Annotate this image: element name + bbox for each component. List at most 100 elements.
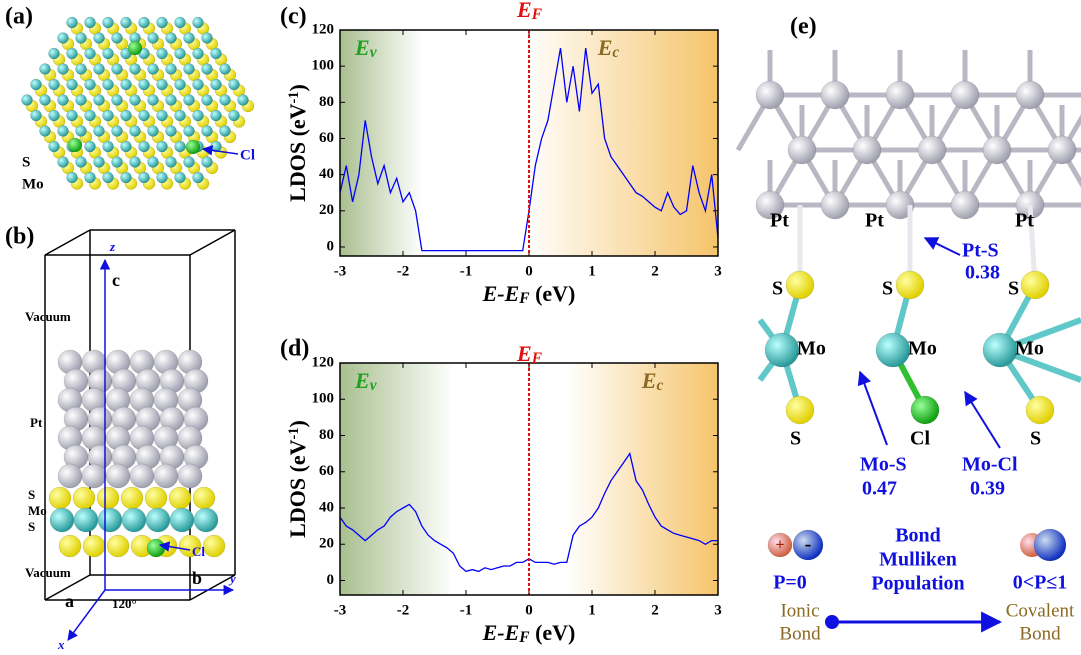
- y-tick-label: 40: [319, 499, 334, 515]
- ionic-label: Ionic: [780, 600, 819, 621]
- x-axis-label-part: E-E: [482, 281, 520, 306]
- mo-atom: [202, 64, 213, 75]
- mo-atom: [184, 126, 195, 137]
- mo-atom: [76, 95, 87, 106]
- y-tick-label: 20: [319, 536, 334, 552]
- mo-atom: [103, 48, 114, 59]
- mo-atom: [157, 17, 168, 28]
- mo-atom: [148, 33, 159, 44]
- s-atom: [59, 535, 81, 557]
- mo-atom: [148, 157, 159, 168]
- mo-atom: [193, 110, 204, 121]
- mo-atom: [121, 110, 132, 121]
- x-tick-label: 0: [525, 602, 533, 618]
- mo-atom: [31, 110, 42, 121]
- cell-label: x: [57, 637, 65, 652]
- s-atom: [83, 535, 105, 557]
- figure: (a)(b)(c)(d)(e)SMoClzcVacuumPtSMoSClVacu…: [0, 0, 1081, 655]
- mo-atom: [130, 157, 141, 168]
- pt-atom: [1048, 136, 1076, 164]
- cell-label: Vacuum: [25, 565, 71, 580]
- pt-atom: [951, 191, 979, 219]
- pt-atom: [951, 81, 979, 109]
- mo-atom: [157, 110, 168, 121]
- mo-atom: [166, 33, 177, 44]
- mo-atom: [194, 508, 218, 532]
- mo-atom: [130, 64, 141, 75]
- mo-atom: [211, 79, 222, 90]
- y-tick-label: 80: [319, 94, 334, 110]
- mo-atom: [184, 157, 195, 168]
- mo-atom: [157, 79, 168, 90]
- bond-label: Pt-S: [962, 240, 999, 262]
- cell-edge: [45, 230, 90, 255]
- mo-atom: [31, 79, 42, 90]
- mo-atom: [49, 141, 60, 152]
- pt-atom: [178, 464, 202, 488]
- mo-atom: [148, 64, 159, 75]
- shaded-region: [567, 363, 718, 595]
- atom-label: S: [1008, 278, 1019, 300]
- region-label-part: E: [597, 35, 613, 60]
- mo-atom: [220, 126, 231, 137]
- s-atom: [107, 535, 129, 557]
- mo-atom: [85, 17, 96, 28]
- mo-atom: [122, 508, 146, 532]
- mo-atom: [166, 126, 177, 137]
- mo-atom: [193, 172, 204, 183]
- y-tick-label: 60: [319, 130, 334, 146]
- s-atom: [786, 396, 814, 424]
- s-atom: [1026, 396, 1054, 424]
- y-tick-label: 40: [319, 166, 334, 182]
- mo-atom: [103, 141, 114, 152]
- x-tick-label: 1: [588, 263, 596, 279]
- fermi-label-part: E: [516, 0, 532, 22]
- mo-atom: [146, 508, 170, 532]
- bond-label: 0.38: [965, 262, 1000, 284]
- cl-atom: [147, 539, 165, 557]
- bond-label: Mo-Cl: [962, 454, 1018, 476]
- x-tick-label: 2: [651, 263, 659, 279]
- fermi-label: EF: [516, 0, 543, 23]
- x-tick-label: -1: [460, 602, 473, 618]
- s-atom: [145, 487, 167, 509]
- mo-atom: [765, 333, 799, 367]
- mo-atom: [202, 126, 213, 137]
- y-axis-label: LDOS (eV-1): [285, 420, 310, 538]
- x-axis-label: E-EF (eV): [482, 281, 576, 307]
- x-tick-label: 1: [588, 602, 596, 618]
- mo-atom: [121, 79, 132, 90]
- mo-atom: [103, 17, 114, 28]
- legend-title: Mulliken: [879, 549, 957, 571]
- region-label-part: E: [641, 368, 657, 393]
- mo-atom: [58, 33, 69, 44]
- mo-atom: [175, 17, 186, 28]
- atom-label: S: [1030, 428, 1041, 450]
- charge: -: [805, 534, 812, 556]
- shaded-region: [340, 363, 453, 595]
- mo-atom: [76, 64, 87, 75]
- mo-atom: [98, 508, 122, 532]
- region-label-part: E: [354, 35, 370, 60]
- mo-atom: [175, 79, 186, 90]
- mo-atom: [50, 508, 74, 532]
- mo-atom: [85, 79, 96, 90]
- region-label-part: c: [656, 377, 663, 394]
- cell-label: y: [228, 571, 236, 586]
- mo-atom: [58, 157, 69, 168]
- cl-atom: [186, 140, 200, 154]
- y-tick-label: 0: [327, 238, 335, 254]
- mo-atom: [94, 33, 105, 44]
- panel-label: (e): [790, 14, 817, 40]
- mo-atom: [184, 95, 195, 106]
- mo-atom: [85, 110, 96, 121]
- x-axis-label-part: F: [518, 290, 530, 307]
- y-tick-label: 0: [327, 572, 335, 588]
- x-tick-label: -3: [334, 602, 347, 618]
- region-label-part: c: [612, 44, 619, 61]
- panel-label: (b): [5, 224, 34, 250]
- s-atom: [193, 487, 215, 509]
- mo-atom: [67, 110, 78, 121]
- mo-atom: [148, 95, 159, 106]
- mo-atom: [130, 95, 141, 106]
